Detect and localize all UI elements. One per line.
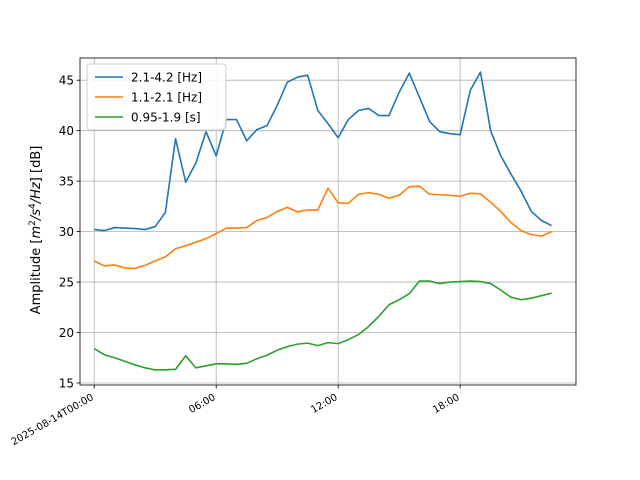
y-tick-label: 15: [59, 376, 74, 390]
y-tick-label: 35: [59, 175, 74, 189]
y-tick-label: 40: [59, 124, 74, 138]
series-line-1: [94, 71, 552, 232]
legend-label: 2.1-4.2 [Hz]: [131, 71, 202, 85]
plot-area-frame: [79, 57, 577, 386]
legend-box: [86, 63, 227, 131]
series-line-2: [93, 185, 552, 270]
y-tick-label: 30: [59, 225, 74, 239]
y-tick-label: 20: [59, 326, 74, 340]
y-tick-label: 45: [59, 74, 74, 88]
y-axis-label: Amplitude [m2/s4/Hz] [dB]: [28, 146, 44, 315]
series-line-3: [93, 280, 552, 371]
legend-label: 1.1-2.1 [Hz]: [131, 91, 202, 105]
y-tick-label: 25: [59, 276, 74, 290]
series-lines: [93, 71, 552, 371]
legend: 2.1-4.2 [Hz] 1.1-2.1 [Hz] 0.95-1.9 [s]: [86, 63, 227, 131]
legend-label: 0.95-1.9 [s]: [131, 111, 201, 125]
